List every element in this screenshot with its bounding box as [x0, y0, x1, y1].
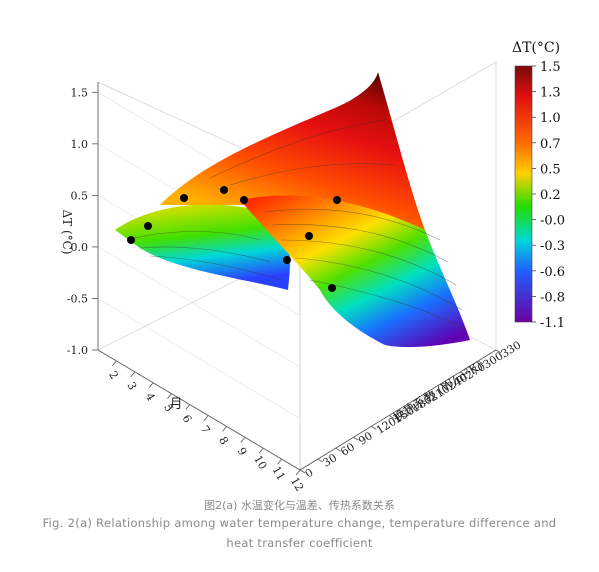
x-tick-label: 12: [288, 475, 306, 494]
colorbar-tick-label: 1.0: [540, 111, 561, 126]
y-tick-label: 60: [338, 440, 357, 458]
colorbar-tick-label: 1.3: [540, 86, 561, 101]
data-point: [283, 256, 291, 264]
z-tick-label: 1.0: [71, 138, 89, 151]
colorbar-tick-label: -0.6: [540, 265, 565, 280]
data-point: [180, 194, 188, 202]
data-point: [240, 196, 248, 204]
x-tick-mark: [185, 404, 191, 410]
x-tick-mark: [167, 393, 172, 399]
y-tick-mark: [442, 382, 448, 387]
z-tick-label: 0.0: [71, 241, 89, 254]
z-tick-label: -0.5: [67, 292, 88, 305]
surface: [115, 72, 470, 348]
y-tick-mark: [335, 447, 341, 452]
z-tick-label: 1.5: [71, 86, 89, 99]
x-tick-label: 7: [198, 423, 213, 436]
x-tick-label: 11: [270, 464, 288, 483]
colorbar-tick-label: -1.1: [540, 316, 565, 331]
caption-cn: 图2(a) 水温变化与温差、传热系数关系: [204, 499, 395, 512]
colorbar-ticks: 1.5 1.3 1.0 0.7 0.5 0.2 -0.0 -0.3 -0.6 -0.8 -1.1: [532, 60, 565, 331]
x-tick-label: 8: [216, 434, 231, 447]
colorbar-tick-label: -0.8: [540, 290, 565, 305]
surface-left-lobe: [115, 204, 291, 290]
x-tick-mark: [203, 415, 209, 421]
x-axis-line: [97, 349, 301, 471]
colorbar-tick-label: 0.5: [540, 162, 561, 177]
y-tick-mark: [317, 458, 324, 463]
x-tick-label: 4: [143, 391, 158, 404]
colorbar-tick-label: -0.0: [540, 214, 565, 229]
y-tick-label: 0: [303, 466, 316, 481]
colorbar-tick-label: 0.7: [540, 137, 561, 152]
z-tick-label: 0.5: [71, 189, 89, 202]
y-tick-mark: [388, 415, 395, 419]
colorbar: [514, 65, 533, 323]
y-tick-label: 30: [321, 451, 340, 469]
data-points: [127, 186, 341, 292]
caption-en-line1: Fig. 2(a) Relationship among water tempe…: [42, 516, 557, 530]
data-point: [144, 222, 152, 230]
surface-front-sheet: [240, 195, 470, 348]
x-axis-label: 月: [169, 397, 182, 412]
data-point: [127, 236, 135, 244]
data-point: [305, 232, 313, 240]
colorbar-tick-label: 1.5: [540, 60, 561, 75]
caption-en-line2: heat transfer coefficient: [226, 536, 373, 550]
x-tick-mark: [112, 360, 117, 367]
z-tick-label: -1.0: [67, 344, 88, 357]
colorbar-tick-label: -0.3: [540, 239, 565, 254]
y-tick-mark: [299, 469, 306, 474]
x-tick-label: 3: [124, 380, 139, 393]
x-tick-label: 9: [235, 445, 250, 458]
x-tick-mark: [240, 437, 246, 443]
y-tick-label: 330: [499, 338, 524, 360]
x-tick-label: 10: [251, 453, 269, 472]
y-tick-mark: [495, 349, 502, 354]
z-axis-label: ΔT (°C): [60, 209, 74, 254]
y-tick-mark: [371, 426, 377, 430]
x-tick-mark: [222, 426, 227, 432]
x-tick-mark: [258, 447, 264, 454]
x-tick-mark: [277, 458, 282, 465]
z-ticks: -1.0 -0.5 0.0 0.5 1.0 1.5: [67, 86, 98, 357]
data-point: [333, 196, 341, 204]
y-tick-label: 90: [356, 429, 375, 447]
y-tick-mark: [424, 393, 430, 397]
x-tick-mark: [130, 371, 136, 378]
colorbar-tick-label: 0.2: [540, 188, 561, 203]
y-tick-mark: [406, 404, 413, 408]
y-tick-mark: [353, 436, 359, 441]
colorbar-title: ΔT(°C): [512, 40, 560, 56]
y-tick-mark: [477, 360, 484, 365]
x-tick-mark: [148, 382, 154, 388]
y-axis-label: 换热系数 (W/m²K): [390, 358, 485, 425]
x-tick-label: 6: [179, 413, 194, 426]
y-tick-mark: [460, 371, 466, 376]
y-axis-line: [299, 349, 497, 471]
data-point: [220, 186, 228, 194]
data-point: [328, 284, 336, 292]
x-tick-label: 2: [106, 369, 121, 382]
x-tick-mark: [295, 469, 301, 476]
